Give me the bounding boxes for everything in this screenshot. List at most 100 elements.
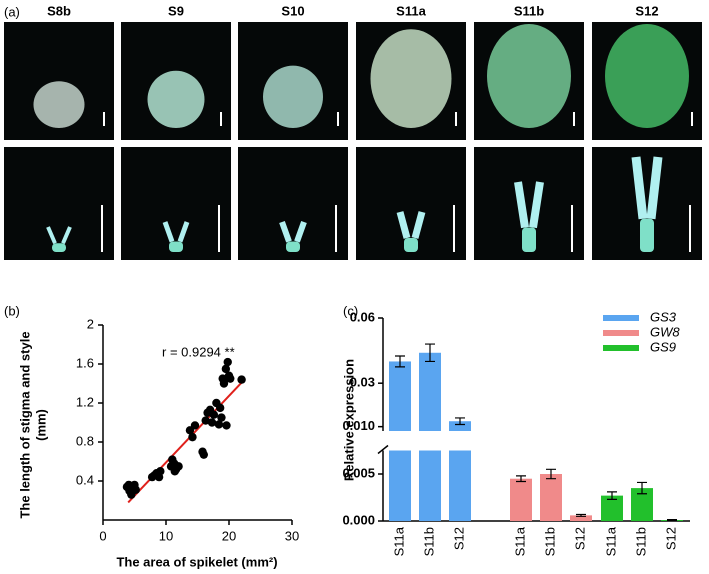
error-bar <box>425 343 435 363</box>
stigma <box>396 211 426 239</box>
point <box>131 485 140 494</box>
y-tick-label: 0.8 <box>76 433 94 448</box>
point <box>215 403 225 413</box>
spikelet <box>370 29 452 128</box>
spikelet <box>487 24 571 128</box>
pistil <box>640 218 654 252</box>
pistil <box>52 243 66 252</box>
spikelet <box>605 24 689 128</box>
point <box>226 374 235 383</box>
bar <box>570 515 592 521</box>
y-tick-label: 0.005 <box>342 465 375 480</box>
pistil <box>169 241 183 252</box>
bar <box>631 488 653 521</box>
point <box>124 480 134 490</box>
bar <box>540 474 562 521</box>
point <box>201 416 210 425</box>
stigma <box>631 156 663 220</box>
stage-label: S10 <box>281 3 304 18</box>
error-bar <box>576 513 586 517</box>
photo <box>121 147 231 260</box>
x-tick-label: 10 <box>159 528 173 543</box>
y-tick-label: 0.4 <box>76 472 94 487</box>
fit-line <box>127 381 243 504</box>
stigma <box>279 220 307 243</box>
y-tick-label: 1.6 <box>76 355 94 370</box>
bar <box>389 450 411 521</box>
y-tick-label: 0.06 <box>350 309 375 324</box>
stigma <box>46 226 72 245</box>
x-tick-label: S12 <box>572 527 587 550</box>
legend-swatch <box>603 330 639 336</box>
y-tick-label: 1.2 <box>76 394 94 409</box>
bar <box>389 361 411 431</box>
error-bar <box>637 481 647 495</box>
bar <box>510 478 532 521</box>
y-axis-title: (mm) <box>33 409 48 441</box>
stage-label: S11a <box>396 3 426 18</box>
photo <box>4 147 114 260</box>
point <box>222 421 231 430</box>
y-axis-title: The length of stigma and style <box>17 331 32 518</box>
error-bar <box>667 518 677 522</box>
point <box>188 432 197 442</box>
legend-label: GS3 <box>650 309 677 324</box>
spikelet <box>147 70 205 128</box>
panel-label: (c) <box>343 303 358 318</box>
legend-swatch <box>603 345 639 351</box>
stage-label: S8b <box>47 3 71 18</box>
error-bar <box>455 417 465 426</box>
x-axis-title: The area of spikelet (mm²) <box>116 554 277 569</box>
x-tick-label: S12 <box>451 527 466 550</box>
panel-label: (b) <box>4 303 20 318</box>
x-tick-label: S11a <box>391 526 406 556</box>
error-bar <box>516 475 526 483</box>
legend-label: GW8 <box>650 324 680 339</box>
error-bar <box>395 355 405 368</box>
spikelet <box>263 65 323 128</box>
stage-label: S11b <box>514 3 544 18</box>
point <box>237 375 246 384</box>
y-tick-label: 0.03 <box>350 375 375 390</box>
bar <box>601 495 623 521</box>
x-tick-label: 0 <box>99 528 106 543</box>
point <box>217 413 226 422</box>
pistil <box>286 241 300 252</box>
point <box>170 467 180 476</box>
x-tick-label: S11a <box>512 526 527 556</box>
error-bar <box>607 491 617 500</box>
x-tick-label: S11b <box>542 527 557 556</box>
pistil <box>522 227 536 252</box>
point <box>156 467 165 476</box>
point <box>219 379 229 388</box>
point <box>190 421 200 430</box>
bar <box>449 421 471 431</box>
x-tick-label: S11b <box>421 527 436 556</box>
y-tick-label: 0.010 <box>342 418 375 433</box>
stage-label: S12 <box>635 3 658 18</box>
y-axis-title: Relative expression <box>341 359 356 481</box>
x-tick-label: S11b <box>633 527 648 556</box>
x-tick-label: 20 <box>222 528 236 543</box>
point <box>199 450 208 459</box>
stigma <box>162 221 190 243</box>
x-tick-label: S11a <box>603 526 618 556</box>
point <box>223 357 232 367</box>
x-tick-label: 30 <box>285 528 299 543</box>
stigma <box>514 181 544 229</box>
bar <box>449 450 471 521</box>
pistil <box>404 238 418 252</box>
bar <box>419 450 441 521</box>
point <box>207 418 217 427</box>
stage-label: S9 <box>168 3 184 18</box>
y-tick-label: 2 <box>87 316 94 331</box>
x-tick-label: S12 <box>663 527 678 550</box>
error-bar <box>546 468 556 480</box>
bar <box>419 352 441 431</box>
photo <box>238 147 348 260</box>
legend-label: GS9 <box>650 339 676 354</box>
point <box>221 364 231 374</box>
panel-label: (a) <box>4 4 20 19</box>
spikelet <box>33 81 85 128</box>
